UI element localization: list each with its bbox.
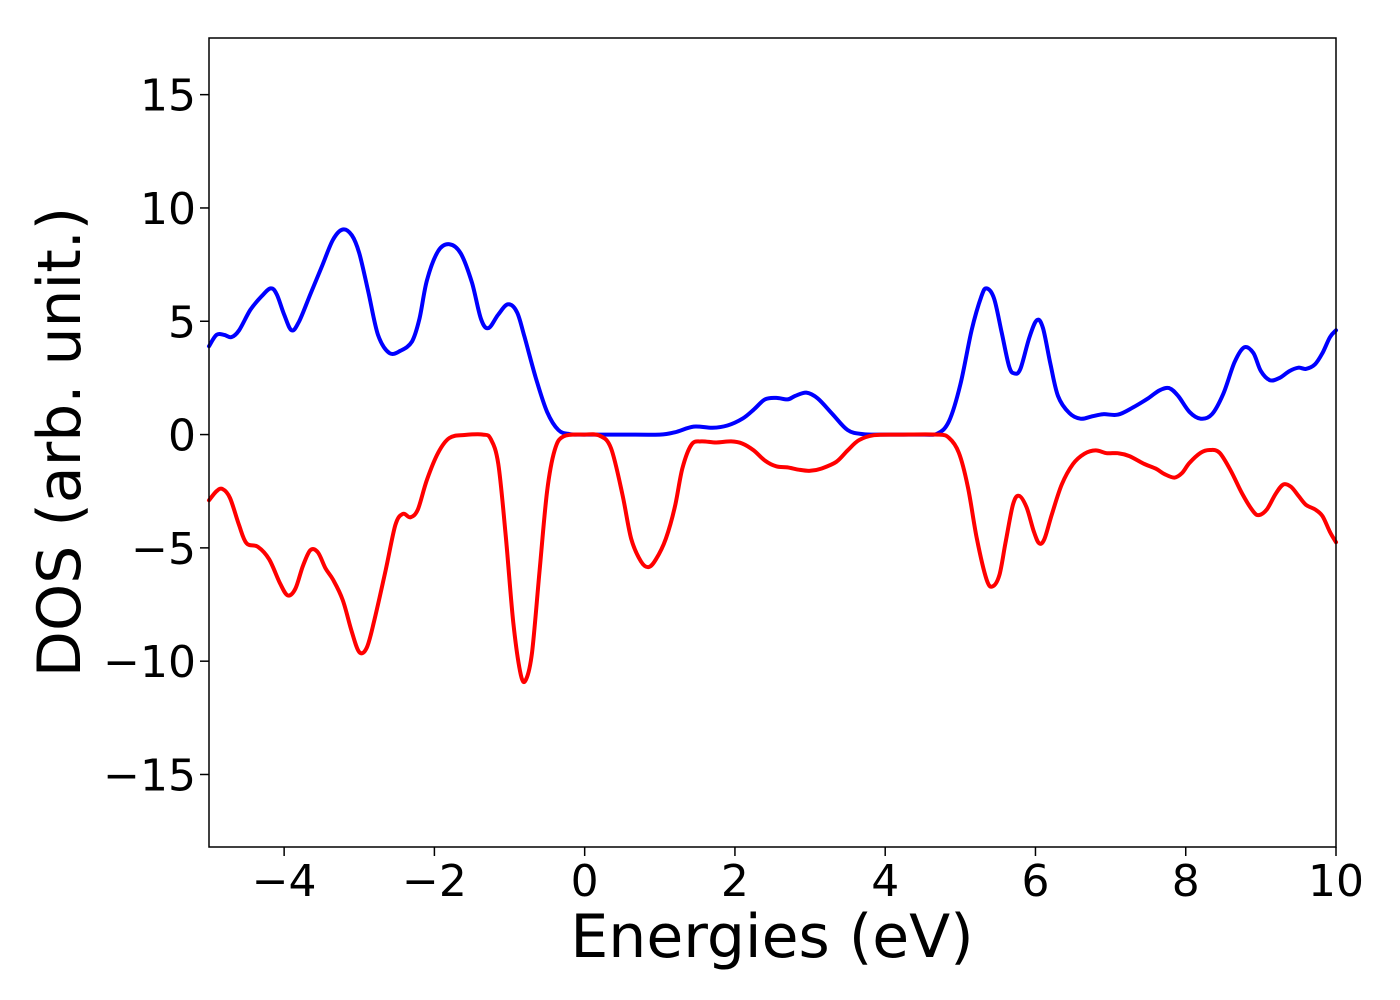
plot-area <box>209 38 1336 847</box>
x-tick-label: 2 <box>721 856 749 907</box>
x-axis-title: Energies (eV) <box>570 902 973 972</box>
series-line-1 <box>207 227 1338 437</box>
y-tick-label: 10 <box>140 184 196 235</box>
x-tick-label: 10 <box>1308 856 1364 907</box>
y-tick-label: 5 <box>168 297 196 348</box>
x-tick-label: 6 <box>1021 856 1049 907</box>
y-tick-label: 0 <box>168 411 196 462</box>
y-tick-label: 15 <box>140 71 196 122</box>
y-tick-label: −5 <box>131 524 196 575</box>
plot-frame <box>208 37 1337 848</box>
series-layer <box>207 227 1338 685</box>
x-tick-label: 4 <box>871 856 899 907</box>
series-line-2 <box>207 432 1338 685</box>
y-axis: 15 10 5 0 −5 −10 −15 <box>103 71 209 801</box>
x-tick-label: 8 <box>1172 856 1200 907</box>
y-tick-label: −10 <box>103 637 196 688</box>
x-tick-label: −4 <box>252 856 317 907</box>
y-tick-label: −15 <box>103 750 196 801</box>
x-axis: −4 −2 0 2 4 6 8 10 <box>252 847 1364 907</box>
x-tick-label: 0 <box>571 856 599 907</box>
y-axis-title: DOS (arb. unit.) <box>25 207 95 677</box>
x-tick-label: −2 <box>402 856 467 907</box>
